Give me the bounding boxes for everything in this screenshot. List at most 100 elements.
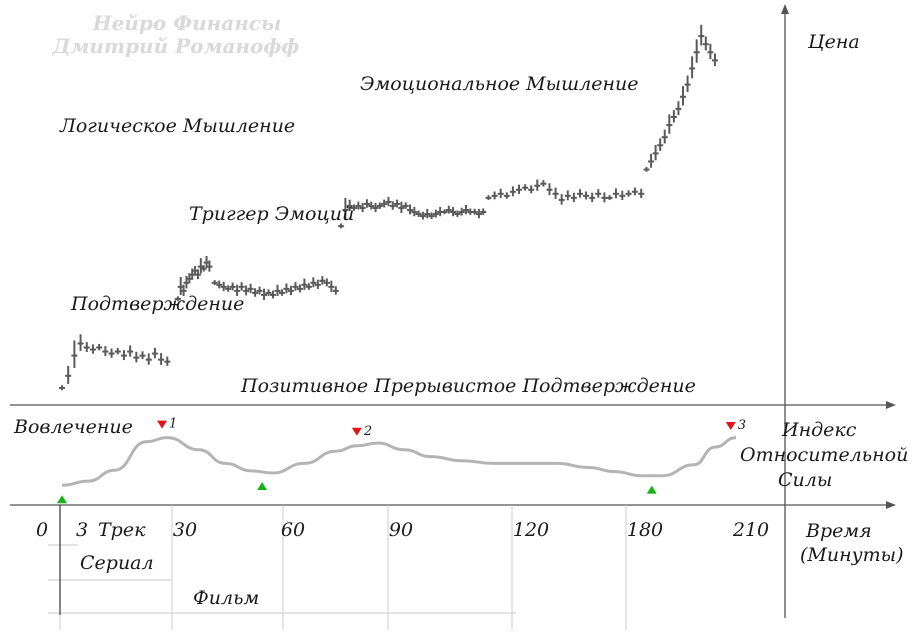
emotional-label: Эмоциональное Мышление	[360, 73, 638, 95]
rsi-label-line-3: Силы	[778, 469, 832, 491]
time-axis-label-2: (Минуты)	[800, 544, 904, 566]
price-bar	[407, 204, 414, 215]
price-bar	[522, 184, 529, 191]
price-bar	[458, 207, 465, 216]
price-bar	[287, 285, 294, 296]
watermark-line-2: Дмитрий Романофф	[52, 34, 300, 58]
price-bar	[402, 202, 409, 209]
tick-0: 0	[36, 519, 48, 541]
price-bar	[342, 197, 349, 220]
price-bar	[389, 201, 396, 210]
price-bar	[114, 347, 121, 355]
price-bar	[65, 365, 72, 384]
price-bar	[441, 209, 448, 215]
price-bar	[432, 209, 439, 218]
price-bar	[305, 283, 312, 290]
price-bar	[278, 289, 285, 296]
price-bar	[546, 183, 553, 196]
price-bar	[252, 288, 259, 297]
price-bar	[351, 204, 358, 211]
price-bars	[59, 24, 718, 391]
sell-signal-marker: 3	[725, 418, 746, 433]
price-bar	[71, 340, 78, 368]
film-label: Фильм	[193, 587, 259, 609]
price-bar	[164, 356, 171, 366]
price-bar	[398, 201, 405, 214]
price-bar	[394, 199, 401, 208]
price-bar	[229, 282, 236, 291]
price-bar	[89, 344, 96, 354]
price-bar	[270, 290, 277, 299]
tick-180: 180	[627, 519, 663, 541]
price-bar	[606, 195, 613, 201]
logical-label: Логическое Мышление	[59, 115, 295, 137]
price-bar	[485, 195, 492, 201]
buy-signal-marker	[257, 481, 268, 490]
price-bar	[552, 187, 559, 199]
signal-number-label: 1	[169, 417, 177, 432]
price-bar	[133, 351, 140, 363]
price-bar	[601, 192, 608, 203]
tick-210: 210	[732, 519, 769, 541]
price-bar	[314, 279, 321, 290]
price-bar	[428, 212, 435, 219]
price-bar	[454, 210, 461, 217]
price-bar	[301, 278, 308, 290]
signal-markers: 1 2 3	[57, 417, 746, 504]
price-bar	[471, 208, 478, 215]
confirmation-label: Подтверждение	[70, 293, 244, 315]
price-bar	[625, 190, 632, 197]
price-bar	[698, 24, 705, 46]
price-bar	[711, 53, 718, 66]
price-bar	[283, 283, 290, 294]
watermark-line-1: Нейро Финансы	[92, 11, 282, 35]
sell-signal-marker: 2	[351, 424, 372, 439]
positive-label: Позитивное Прерывистое Подтверждение	[240, 375, 696, 397]
price-bar	[540, 180, 547, 187]
rsi-line	[61, 436, 737, 487]
price-bar	[194, 269, 201, 280]
rsi-label-line-1: Индекс	[781, 419, 857, 441]
price-bar	[180, 284, 187, 296]
price-bar	[595, 189, 602, 198]
price-bar	[480, 208, 487, 215]
tick-120: 120	[513, 519, 549, 541]
price-bar	[319, 276, 326, 285]
price-bar	[96, 343, 103, 351]
price-bar	[516, 184, 523, 194]
price-axis-label: Цена	[807, 31, 860, 53]
price-bar	[238, 282, 245, 291]
price-bar	[359, 202, 366, 213]
price-bar	[220, 281, 227, 292]
price-bar	[583, 191, 590, 200]
price-bar	[631, 187, 638, 196]
price-bar	[707, 43, 714, 60]
price-bar	[83, 342, 90, 352]
price-bar	[445, 205, 452, 214]
price-bar	[528, 185, 535, 194]
price-bar	[411, 206, 418, 217]
price-bar	[151, 347, 158, 359]
price-bar	[419, 211, 426, 220]
tick-3: 3	[76, 519, 88, 541]
price-bar	[323, 278, 330, 287]
price-bar	[564, 190, 571, 201]
price-bar	[310, 277, 317, 288]
engagement-label: Вовлечение	[13, 416, 133, 438]
tick-30: 30	[173, 519, 197, 541]
price-bar	[200, 265, 207, 272]
price-bar	[120, 350, 127, 361]
price-bar	[643, 166, 650, 172]
price-bar	[684, 75, 691, 93]
trigger-label: Триггер Эмоций	[189, 203, 354, 225]
signal-number-label: 2	[363, 424, 372, 439]
price-bar	[415, 210, 422, 217]
price-bar	[211, 280, 218, 285]
signal-number-label: 3	[738, 418, 746, 433]
price-bar	[346, 199, 353, 212]
price-bar	[509, 186, 516, 197]
price-bar	[332, 286, 339, 295]
upper-axis-arrow	[886, 401, 896, 409]
price-bar	[127, 345, 134, 357]
track-label: Трек	[98, 519, 146, 541]
